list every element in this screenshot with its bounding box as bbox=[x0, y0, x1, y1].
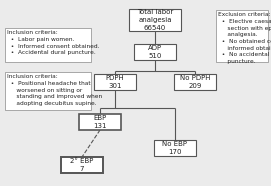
Text: Inclusion criteria:
  •  Positional headache that
     worsened on sitting or
  : Inclusion criteria: • Positional headach… bbox=[7, 75, 102, 106]
FancyBboxPatch shape bbox=[216, 10, 268, 62]
Text: No EBP
170: No EBP 170 bbox=[163, 141, 188, 155]
Text: Exclusion criteria:
  •  Elective caesarean
     section with epidural
     anal: Exclusion criteria: • Elective caesarean… bbox=[218, 12, 271, 64]
FancyBboxPatch shape bbox=[79, 114, 121, 130]
Text: Inclusion criteria:
  •  Labor pain women.
  •  Informed consent obtained.
  •  : Inclusion criteria: • Labor pain women. … bbox=[7, 31, 99, 55]
Text: EBP
131: EBP 131 bbox=[93, 115, 107, 129]
FancyBboxPatch shape bbox=[94, 74, 136, 90]
FancyBboxPatch shape bbox=[134, 44, 176, 60]
FancyBboxPatch shape bbox=[61, 157, 103, 173]
FancyBboxPatch shape bbox=[129, 9, 181, 31]
FancyBboxPatch shape bbox=[174, 74, 216, 90]
Text: 2° EBP
7: 2° EBP 7 bbox=[70, 158, 94, 172]
Text: ADP
510: ADP 510 bbox=[148, 45, 162, 59]
Text: Total labor
analgesia
66540: Total labor analgesia 66540 bbox=[137, 9, 173, 31]
FancyBboxPatch shape bbox=[5, 28, 91, 62]
Text: No PDPH
209: No PDPH 209 bbox=[180, 75, 210, 89]
FancyBboxPatch shape bbox=[154, 140, 196, 156]
Text: PDPH
301: PDPH 301 bbox=[106, 75, 124, 89]
FancyBboxPatch shape bbox=[5, 72, 91, 110]
